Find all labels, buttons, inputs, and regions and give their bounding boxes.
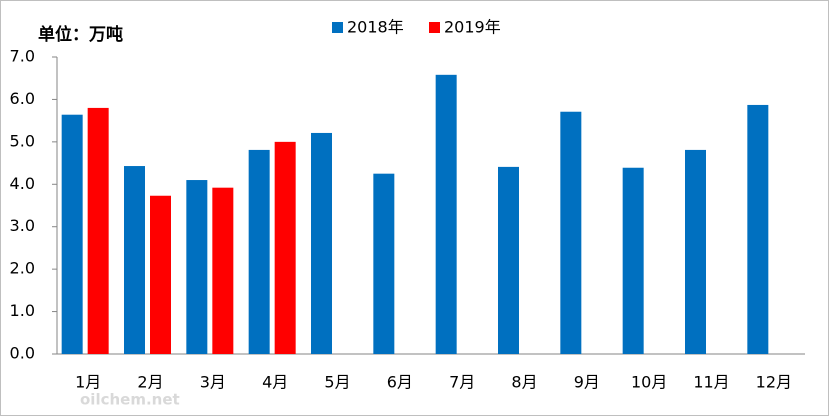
- bar: [622, 167, 644, 354]
- y-tick-label: 3.0: [10, 216, 35, 235]
- bar: [685, 149, 706, 354]
- bar: [560, 111, 582, 355]
- bar: [124, 166, 145, 354]
- legend-swatch: [332, 22, 343, 33]
- unit-label: 单位：万吨: [38, 24, 123, 45]
- y-tick-label: 2.0: [10, 259, 35, 278]
- bar: [150, 195, 171, 354]
- x-tick-label: 4月: [262, 373, 288, 392]
- x-tick-label: 10月: [631, 373, 667, 392]
- y-tick-label: 0.0: [10, 344, 35, 363]
- bar: [747, 104, 769, 355]
- x-tick-label: 11月: [693, 373, 729, 392]
- legend-label: 2019年: [444, 18, 501, 37]
- watermark: oilchem.net: [80, 391, 180, 409]
- y-tick-label: 1.0: [10, 301, 35, 320]
- y-tick-label: 4.0: [10, 174, 35, 193]
- x-tick-label: 5月: [324, 373, 350, 392]
- bar: [311, 132, 332, 354]
- bar: [186, 180, 208, 354]
- bar: [435, 74, 457, 354]
- y-tick-label: 6.0: [10, 89, 35, 108]
- x-tick-label: 3月: [200, 373, 226, 392]
- bar: [248, 149, 270, 354]
- x-tick-label: 1月: [75, 373, 101, 392]
- y-tick-label: 7.0: [10, 47, 35, 66]
- legend-swatch: [429, 22, 440, 33]
- bar: [61, 114, 83, 355]
- x-tick-label: 12月: [756, 373, 792, 392]
- bar: [373, 173, 395, 354]
- x-tick-label: 9月: [574, 373, 600, 392]
- bar: [498, 166, 519, 354]
- x-tick-label: 2月: [137, 373, 163, 392]
- y-tick-label: 5.0: [10, 131, 35, 150]
- bar: [212, 187, 234, 354]
- x-tick-label: 7月: [449, 373, 475, 392]
- bar: [87, 107, 109, 355]
- x-tick-label: 6月: [387, 373, 413, 392]
- bar: [274, 141, 296, 354]
- legend-label: 2018年: [347, 18, 404, 37]
- x-tick-label: 8月: [511, 373, 537, 392]
